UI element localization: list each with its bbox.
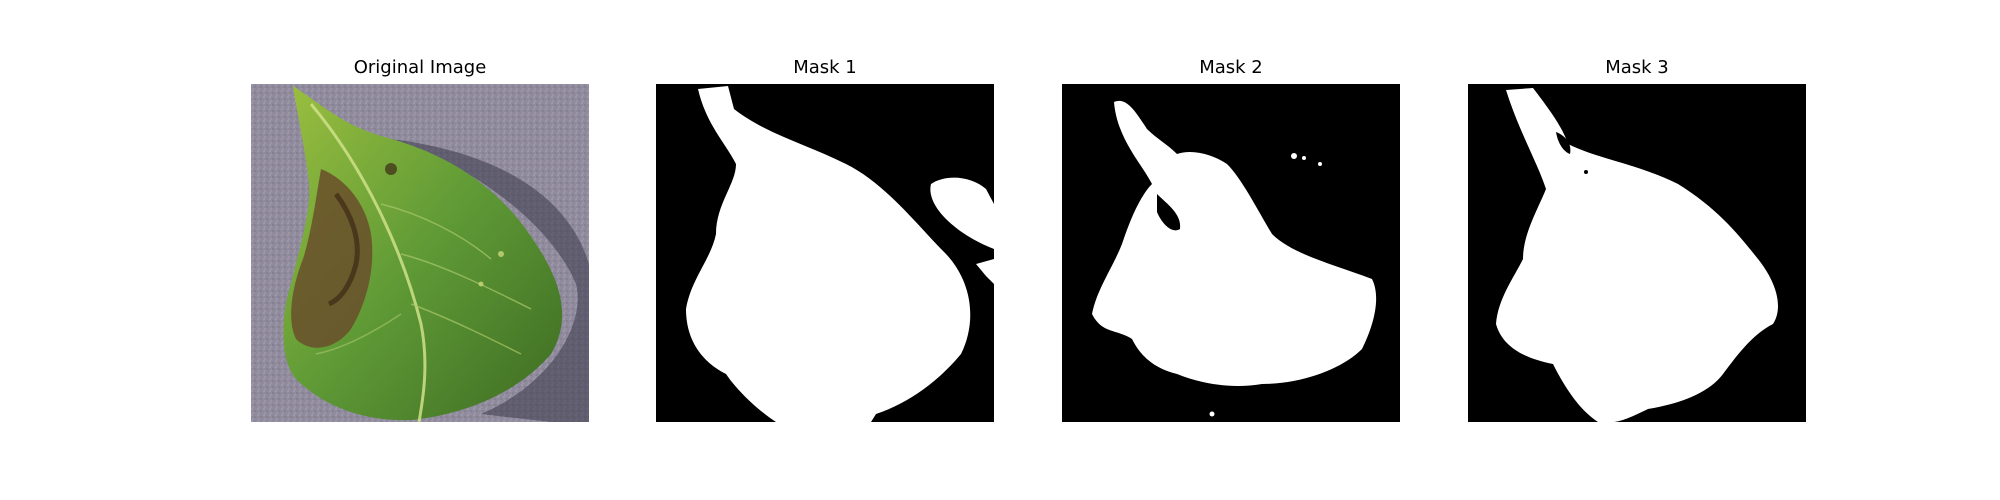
mask-2-region bbox=[1092, 100, 1377, 386]
mask-1-region bbox=[686, 86, 971, 422]
mask-2-image bbox=[1062, 84, 1400, 422]
original-image-panel bbox=[251, 84, 589, 422]
mask-1-panel bbox=[656, 84, 994, 422]
panel-title-mask-1: Mask 1 bbox=[793, 57, 857, 78]
panel-title-original-image: Original Image bbox=[353, 57, 487, 78]
panel-title-mask-2: Mask 2 bbox=[1199, 57, 1263, 78]
original-leaf-image bbox=[251, 84, 589, 422]
leaf bbox=[283, 86, 563, 421]
mask-1-image bbox=[656, 84, 994, 422]
mask-2-panel bbox=[1062, 84, 1400, 422]
mask-3-image bbox=[1468, 84, 1806, 422]
leaf-lesion bbox=[291, 169, 373, 348]
mask-3-panel bbox=[1468, 84, 1806, 422]
mask-3-region bbox=[1496, 88, 1778, 422]
panel-title-mask-3: Mask 3 bbox=[1605, 57, 1669, 78]
